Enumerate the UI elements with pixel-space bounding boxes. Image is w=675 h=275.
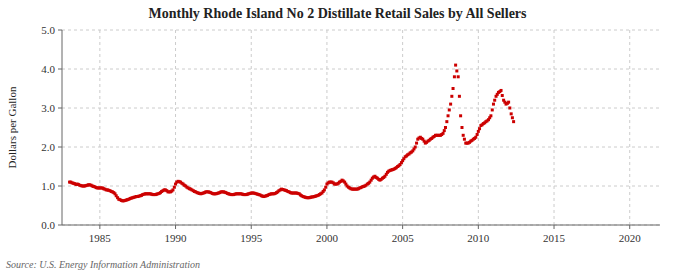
x-grid-line <box>99 30 100 225</box>
point <box>512 120 515 123</box>
chart: Monthly Rhode Island No 2 Distillate Ret… <box>0 0 675 275</box>
x-tick-label: 2015 <box>543 232 566 244</box>
point <box>491 108 494 111</box>
point <box>173 186 176 189</box>
point <box>478 127 481 130</box>
y-axis-label: Dollars per Gallon <box>6 86 18 168</box>
point <box>459 114 462 117</box>
x-tick <box>251 225 252 229</box>
y-tick <box>58 30 62 31</box>
point <box>460 126 463 129</box>
point <box>489 114 492 117</box>
point <box>415 142 418 145</box>
x-tick <box>99 225 100 229</box>
x-tick-label: 2000 <box>316 232 339 244</box>
point <box>508 107 511 110</box>
point <box>492 103 495 106</box>
x-tick-label: 2020 <box>619 232 642 244</box>
point <box>477 130 480 133</box>
x-tick <box>326 225 327 229</box>
point <box>444 126 447 129</box>
y-tick-label: 5.0 <box>41 24 55 36</box>
point <box>500 89 503 92</box>
x-tick <box>478 225 479 229</box>
point <box>510 112 513 115</box>
x-grid-line <box>554 30 555 225</box>
point <box>450 95 453 98</box>
point <box>414 146 417 149</box>
x-tick-label: 2005 <box>392 232 415 244</box>
title: Monthly Rhode Island No 2 Distillate Ret… <box>148 6 527 21</box>
point <box>442 132 445 135</box>
y-tick-label: 0.0 <box>41 219 55 231</box>
x-tick <box>629 225 630 229</box>
x-tick-label: 2010 <box>467 232 490 244</box>
point <box>449 103 452 106</box>
point <box>501 94 504 97</box>
point <box>171 188 174 191</box>
x-tick-label: 1995 <box>240 232 263 244</box>
y-tick <box>58 225 62 226</box>
y-grid-line <box>62 108 660 109</box>
point <box>511 116 514 119</box>
point <box>448 108 451 111</box>
points <box>68 64 515 203</box>
x-grid-line <box>251 30 252 225</box>
grid <box>62 30 660 225</box>
x-grid-line <box>175 30 176 225</box>
x-tick-label: 1985 <box>89 232 112 244</box>
x-tick <box>402 225 403 229</box>
y-grid-line <box>62 30 660 31</box>
point <box>493 99 496 102</box>
x-grid-line <box>402 30 403 225</box>
point <box>453 75 456 78</box>
y-grid-line <box>62 69 660 70</box>
point <box>324 186 327 189</box>
y-tick <box>58 147 62 148</box>
y-axis-line <box>62 30 63 225</box>
x-grid-line <box>629 30 630 225</box>
point <box>474 136 477 139</box>
x-tick <box>175 225 176 229</box>
y-tick-label: 4.0 <box>41 63 55 75</box>
y-grid-line <box>62 225 660 226</box>
x-tick-label: 1990 <box>165 232 188 244</box>
point <box>454 64 457 67</box>
y-tick-label: 3.0 <box>41 102 55 114</box>
point <box>458 95 461 98</box>
x-tick <box>554 225 555 229</box>
y-tick <box>58 108 62 109</box>
background <box>0 0 675 275</box>
point <box>476 133 479 136</box>
source-note: Source: U.S. Energy Information Administ… <box>6 259 200 270</box>
x-axis-line <box>62 225 660 226</box>
y-grid-line <box>62 147 660 148</box>
point <box>443 129 446 132</box>
point <box>323 188 326 191</box>
point <box>455 69 458 72</box>
point <box>445 120 448 123</box>
point <box>463 138 466 141</box>
y-tick-label: 2.0 <box>41 141 55 153</box>
point <box>452 87 455 90</box>
y-tick <box>58 186 62 187</box>
point <box>447 114 450 117</box>
x-grid-line <box>326 30 327 225</box>
point <box>457 75 460 78</box>
point <box>507 101 510 104</box>
y-tick-label: 1.0 <box>41 180 55 192</box>
y-tick <box>58 69 62 70</box>
point <box>462 134 465 137</box>
